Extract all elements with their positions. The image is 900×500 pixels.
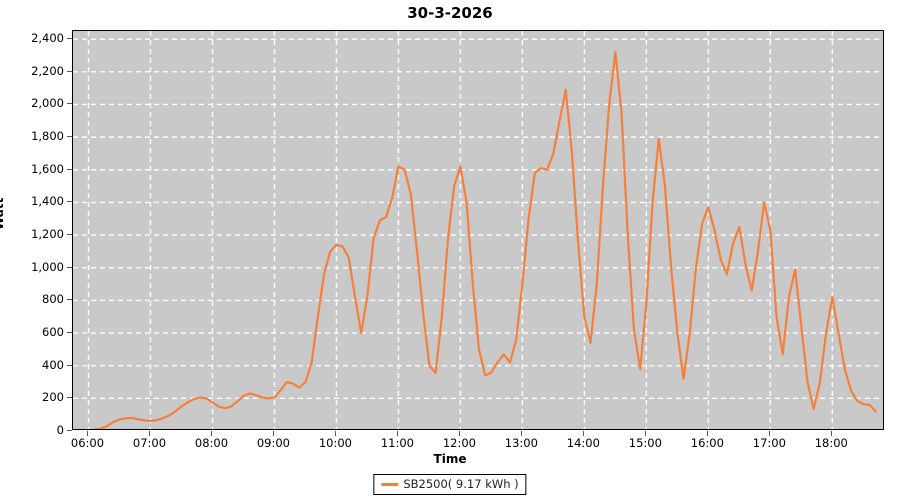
x-tick-label: 16:00 (690, 436, 724, 450)
x-tick-label: 12:00 (442, 436, 476, 450)
x-tick-label: 11:00 (380, 436, 414, 450)
x-tick-mark (521, 431, 523, 436)
x-tick-mark (273, 431, 275, 436)
y-tick-label: 400 (42, 357, 64, 372)
y-tick-label: 1,400 (31, 194, 64, 209)
y-tick-label: 200 (42, 390, 64, 405)
x-tick-mark (211, 431, 213, 436)
data-series-layer (89, 51, 877, 429)
y-tick-label: 1,800 (31, 129, 64, 144)
x-tick-mark (87, 431, 89, 436)
y-tick-label: 1,000 (31, 259, 64, 274)
x-tick-mark (707, 431, 709, 436)
y-tick-label: 600 (42, 325, 64, 340)
x-tick-label: 17:00 (752, 436, 786, 450)
x-tick-label: 09:00 (256, 436, 291, 450)
x-tick-label: 18:00 (814, 436, 848, 450)
x-axis-title: Time (433, 452, 467, 466)
gridlines (73, 31, 883, 429)
x-tick-label: 13:00 (504, 436, 538, 450)
x-tick-label: 10:00 (318, 436, 352, 450)
x-tick-mark (583, 431, 585, 436)
y-tick-label: 2,000 (31, 96, 64, 111)
x-tick-label: 15:00 (628, 436, 662, 450)
x-tick-mark (769, 431, 771, 436)
x-tick-mark (459, 431, 461, 436)
chart-title: 30-3-2026 (407, 4, 493, 22)
x-tick-mark (149, 431, 151, 436)
y-tick-label: 2,400 (31, 31, 64, 46)
y-tick-label: 800 (42, 292, 64, 307)
x-tick-mark (831, 431, 833, 436)
x-tick-label: 14:00 (566, 436, 600, 450)
x-tick-label: 07:00 (132, 436, 167, 450)
y-tick-label: 0 (56, 423, 64, 437)
x-tick-mark (397, 431, 399, 436)
plot-area (72, 30, 884, 430)
y-axis-title: Watt (0, 197, 6, 230)
y-tick-label: 1,600 (31, 161, 64, 176)
legend-label: SB2500( 9.17 kWh ) (403, 477, 519, 491)
y-tick-mark (67, 430, 72, 431)
legend: SB2500( 9.17 kWh ) (373, 474, 527, 495)
x-tick-mark (335, 431, 337, 436)
legend-swatch-icon (381, 482, 399, 486)
x-tick-label: 06:00 (70, 436, 105, 450)
y-tick-label: 1,200 (31, 227, 64, 242)
x-tick-mark (645, 431, 647, 436)
x-tick-label: 08:00 (194, 436, 229, 450)
y-tick-label: 2,200 (31, 63, 64, 78)
